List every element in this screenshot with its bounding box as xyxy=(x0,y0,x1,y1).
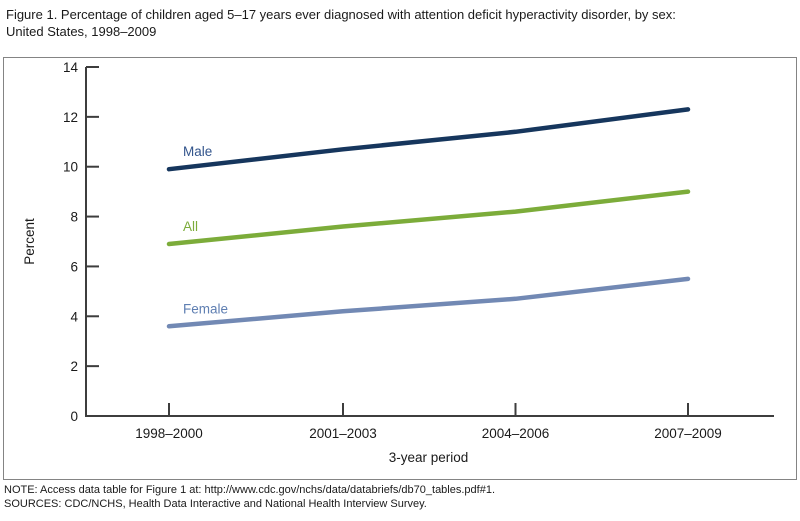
figure-title-line1: Figure 1. Percentage of children aged 5–… xyxy=(6,7,676,22)
sources-text: SOURCES: CDC/NCHS, Health Data Interacti… xyxy=(4,497,427,510)
series-label-all: All xyxy=(183,219,198,234)
series-line-female xyxy=(166,276,691,329)
x-tick-label: 2007–2009 xyxy=(654,426,722,441)
y-tick-label: 8 xyxy=(70,210,78,225)
y-tick-label: 2 xyxy=(70,359,78,374)
x-tick-label: 2004–2006 xyxy=(482,426,550,441)
y-tick-label: 12 xyxy=(63,110,78,125)
note-text: NOTE: Access data table for Figure 1 at:… xyxy=(4,484,495,496)
x-tick-label: 1998–2000 xyxy=(135,426,203,441)
line-chart: 0 2 4 6 8 10 12 14 1998–2000 2001–2003 2004–2006 20… xyxy=(22,60,774,465)
series-label-male: Male xyxy=(183,144,212,159)
y-tick-label: 4 xyxy=(70,309,78,324)
y-tick-label: 10 xyxy=(63,160,78,175)
figure-title: Figure 1. Percentage of children aged 5–… xyxy=(6,6,794,40)
y-tick-label: 0 xyxy=(70,409,78,424)
chart-panel: 0 2 4 6 8 10 12 14 1998–2000 2001–2003 2004–2006 20… xyxy=(3,57,797,480)
y-tick-label: 14 xyxy=(63,60,79,75)
series-label-female: Female xyxy=(183,301,228,316)
x-tick-label: 2001–2003 xyxy=(309,426,377,441)
y-axis-title: Percent xyxy=(22,218,37,265)
figure-notes: NOTE: Access data table for Figure 1 at:… xyxy=(4,484,796,511)
figure-title-line2: United States, 1998–2009 xyxy=(6,24,157,39)
x-axis-title: 3-year period xyxy=(389,450,469,465)
series-line-all xyxy=(166,189,691,247)
y-tick-label: 6 xyxy=(70,259,78,274)
series-line-male xyxy=(166,107,691,172)
